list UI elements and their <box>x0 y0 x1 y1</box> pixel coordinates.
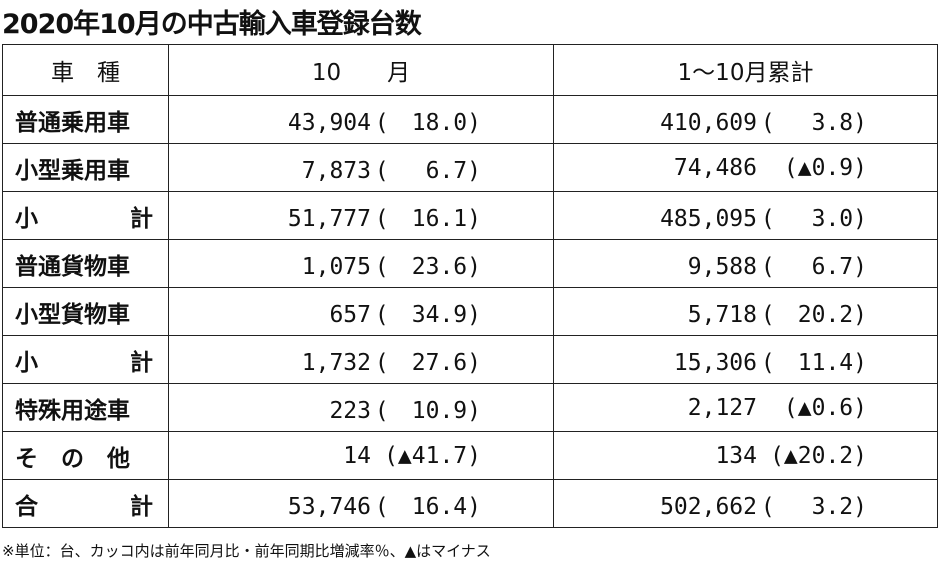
cell: 410,609( 3.8) <box>553 95 938 144</box>
count-10: 51,777 <box>287 205 371 232</box>
cell: 15,306( 11.4) <box>553 335 938 384</box>
cell: 5,718( 20.2) <box>553 287 938 336</box>
footnote: ※単位：台、カッコ内は前年同月比・前年同期比増減率％、▲はマイナス <box>2 542 491 560</box>
count-10: 1,075 <box>301 253 371 280</box>
row-label: 小 計 <box>2 335 169 384</box>
row: 普通貨物車 1,075( 23.6) 9,588( 6.7) <box>2 239 938 288</box>
count-cum: 502,662 <box>660 493 757 520</box>
change: ( 3.8) <box>760 109 867 136</box>
count-cum: 2,127 <box>687 394 757 421</box>
cell: 51,777( 16.1) <box>168 191 554 240</box>
cell: 223( 10.9) <box>168 383 554 432</box>
row: 小型貨物車 657( 34.9) 5,718( 20.2) <box>2 287 938 336</box>
count-cum: 5,718 <box>687 301 757 328</box>
change: ( 34.9) <box>374 301 481 328</box>
count-10: 43,904 <box>287 109 371 136</box>
row-label: 小 計 <box>2 191 169 240</box>
cell: 9,588( 6.7) <box>553 239 938 288</box>
row: 合 計 53,746( 16.4) 502,662( 3.2) <box>2 479 938 528</box>
change: ( 27.6) <box>374 349 481 376</box>
row: そ の 他 14 (▲41.7) 134 (▲20.2) <box>2 431 938 480</box>
cell: 7,873( 6.7) <box>168 143 554 192</box>
count-10: 1,732 <box>301 349 371 376</box>
change: ( 23.6) <box>374 253 481 280</box>
change: ( 11.4) <box>760 349 867 376</box>
cell: 53,746( 16.4) <box>168 479 554 528</box>
count-10: 14 <box>343 442 371 469</box>
row: 特殊用途車 223( 10.9) 2,127 (▲0.6) <box>2 383 938 432</box>
header-cell: 10 月 <box>168 44 554 96</box>
count-cum: 134 <box>715 442 757 469</box>
table: 車 種 10 月 1〜10月累計 普通乗用車 43,904( 18.0) 410,6… <box>2 44 938 528</box>
header-cell: 1〜10月累計 <box>553 44 938 96</box>
change: ( 16.4) <box>374 493 481 520</box>
header-row: 車 種 10 月 1〜10月累計 <box>2 44 938 96</box>
change: ( 20.2) <box>760 301 867 328</box>
change: (▲20.2) <box>770 442 867 469</box>
row: 小 計 1,732( 27.6) 15,306( 11.4) <box>2 335 938 384</box>
cell: 74,486 (▲0.9) <box>553 143 938 192</box>
count-10: 7,873 <box>301 157 371 184</box>
change: ( 3.2) <box>760 493 867 520</box>
row-label: 小型乗用車 <box>2 143 169 192</box>
count-cum: 9,588 <box>687 253 757 280</box>
count-10: 223 <box>329 397 371 424</box>
row: 小型乗用車 7,873( 6.7) 74,486 (▲0.9) <box>2 143 938 192</box>
count-cum: 410,609 <box>660 109 757 136</box>
change: ( 10.9) <box>374 397 481 424</box>
change: (▲0.9) <box>783 154 867 181</box>
header-cell: 車 種 <box>2 44 169 96</box>
cell: 1,732( 27.6) <box>168 335 554 384</box>
cell: 1,075( 23.6) <box>168 239 554 288</box>
change: ( 6.7) <box>374 157 481 184</box>
count-cum: 15,306 <box>673 349 757 376</box>
change: (▲41.7) <box>384 442 481 469</box>
row-label: 合 計 <box>2 479 169 528</box>
cell: 43,904( 18.0) <box>168 95 554 144</box>
change: ( 3.0) <box>760 205 867 232</box>
row-label: そ の 他 <box>2 431 169 480</box>
cell: 134 (▲20.2) <box>553 431 938 480</box>
cell: 485,095( 3.0) <box>553 191 938 240</box>
row: 普通乗用車 43,904( 18.0) 410,609( 3.8) <box>2 95 938 144</box>
row-label: 普通乗用車 <box>2 95 169 144</box>
cell: 14 (▲41.7) <box>168 431 554 480</box>
cell: 2,127 (▲0.6) <box>553 383 938 432</box>
count-10: 657 <box>329 301 371 328</box>
change: ( 18.0) <box>374 109 481 136</box>
row-label: 特殊用途車 <box>2 383 169 432</box>
change: ( 16.1) <box>374 205 481 232</box>
count-10: 53,746 <box>287 493 371 520</box>
row-label: 普通貨物車 <box>2 239 169 288</box>
change: (▲0.6) <box>783 394 867 421</box>
count-cum: 485,095 <box>660 205 757 232</box>
row-label: 小型貨物車 <box>2 287 169 336</box>
cell: 657( 34.9) <box>168 287 554 336</box>
cell: 502,662( 3.2) <box>553 479 938 528</box>
count-cum: 74,486 <box>673 154 757 181</box>
row: 小 計 51,777( 16.1) 485,095( 3.0) <box>2 191 938 240</box>
change: ( 6.7) <box>760 253 867 280</box>
title: 2020年10月の中古輸入車登録台数 <box>2 9 422 40</box>
